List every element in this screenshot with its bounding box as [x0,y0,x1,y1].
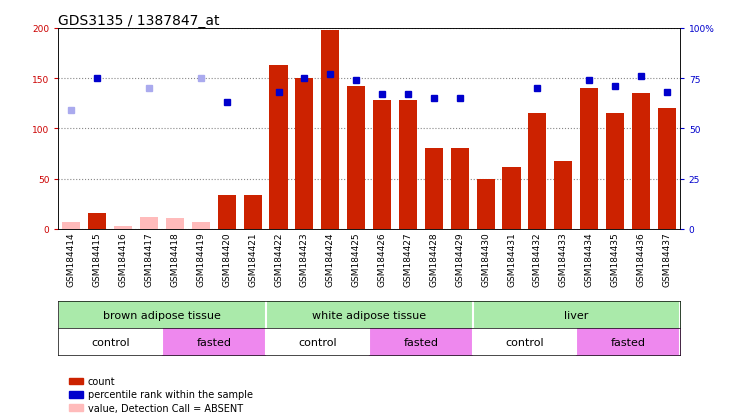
Bar [166,218,184,229]
Bar [243,195,262,229]
Text: brown adipose tissue: brown adipose tissue [103,310,221,320]
Bar [399,101,417,229]
Bar [554,161,572,229]
Bar [114,226,132,229]
Text: fasted: fasted [197,337,231,347]
Bar [62,222,80,229]
Bar [658,109,676,229]
Bar [270,66,287,229]
Bar [502,167,520,229]
Bar [451,149,469,229]
Bar [192,222,210,229]
Bar [632,94,650,229]
Bar [529,114,547,229]
Text: value, Detection Call = ABSENT: value, Detection Call = ABSENT [88,403,243,413]
Text: percentile rank within the sample: percentile rank within the sample [88,389,253,399]
Bar [321,31,339,229]
Bar [606,114,624,229]
Text: control: control [91,337,129,347]
Text: fasted: fasted [610,337,645,347]
Bar [477,179,495,229]
Text: white adipose tissue: white adipose tissue [312,310,426,320]
Bar [295,79,314,229]
Bar [373,101,391,229]
Text: control: control [505,337,544,347]
Bar [140,217,158,229]
Bar [425,149,443,229]
Bar [88,213,107,229]
Text: fasted: fasted [404,337,439,347]
Text: GDS3135 / 1387847_at: GDS3135 / 1387847_at [58,14,220,28]
Text: count: count [88,376,115,386]
Bar [218,195,236,229]
Bar [347,87,366,229]
Text: control: control [298,337,337,347]
Bar [580,89,598,229]
Text: liver: liver [564,310,588,320]
